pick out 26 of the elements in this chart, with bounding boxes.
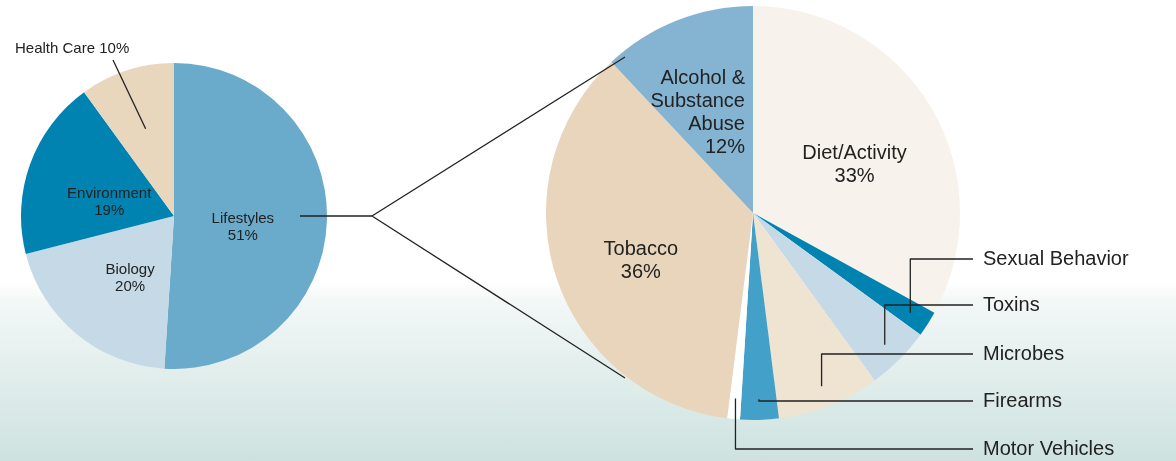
- slice-label: Sexual Behavior: [983, 247, 1129, 269]
- pie-slice: [25, 216, 174, 369]
- slice-label: Diet/Activity: [802, 140, 907, 163]
- slice-label: Tobacco: [603, 237, 679, 260]
- slice-label: Microbes: [983, 342, 1065, 364]
- pie-slice: [164, 63, 327, 369]
- slice-label: Toxins: [983, 293, 1040, 315]
- data-label: 19%: [94, 200, 125, 218]
- data-label: 12%: [704, 135, 746, 158]
- pie-slice: [753, 6, 960, 313]
- pie-slice: [21, 92, 174, 255]
- slice-label: Biology: [105, 260, 156, 278]
- pie-slice: [753, 213, 935, 335]
- slice-label: Firearms: [983, 389, 1062, 411]
- pie-slice: [753, 213, 921, 381]
- data-label: 51%: [227, 226, 258, 244]
- data-label: 36%: [620, 260, 662, 283]
- slice-label: Environment: [67, 183, 153, 201]
- slice-label: Health Care 10%: [15, 39, 130, 56]
- slice-label: Motor Vehicles: [983, 437, 1115, 459]
- pie-slice: [546, 62, 753, 419]
- slice-label: Lifestyles: [211, 209, 275, 227]
- slice-label: Alcohol & Substance Abuse: [650, 66, 746, 135]
- data-label: 20%: [115, 277, 146, 295]
- data-label: 33%: [834, 163, 875, 186]
- pie-slice: [753, 213, 875, 419]
